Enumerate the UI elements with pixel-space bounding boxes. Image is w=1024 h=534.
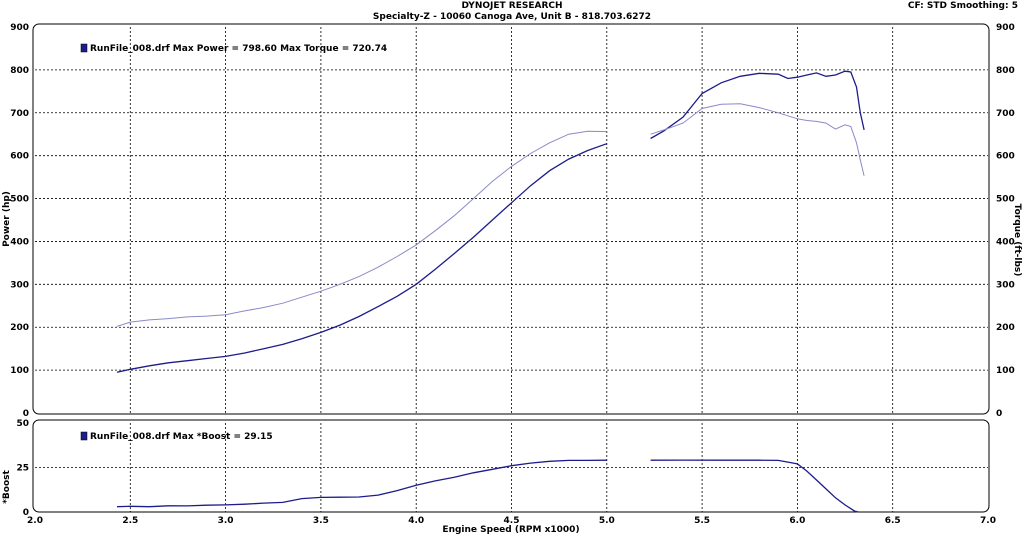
y-tick-label-left: 600 [10, 152, 29, 162]
series-boost-line [116, 459, 607, 508]
y-tick-label-right: 0 [996, 409, 1002, 419]
y-tick-label-right: 100 [996, 366, 1015, 376]
chart-subtitle: Specialty-Z - 10060 Canoga Ave, Unit B -… [372, 12, 652, 22]
series-power-line [650, 70, 865, 140]
main-tick-labels: 0 0 100 100 200 200 300 300 400 400 500 500 600 600 70… [10, 23, 1015, 419]
y-tick-label-right: 400 [996, 237, 1015, 247]
y-tick-label-left: 900 [10, 23, 29, 33]
y-tick-label-right: 700 [996, 109, 1015, 119]
x-tick-label: 7.0 [980, 516, 996, 526]
y-tick-label-right: 800 [996, 66, 1015, 76]
y-tick-label-left: 0 [23, 409, 29, 419]
y-tick-label-left: 400 [10, 237, 29, 247]
main-legend-text: RunFile_008.drf Max Power = 798.60 Max T… [90, 44, 387, 54]
series-boost-line [650, 459, 859, 513]
main-grid [35, 27, 988, 413]
y-tick-label-right: 500 [996, 195, 1015, 205]
y-tick-label-left: 200 [10, 323, 29, 333]
legend-marker-icon [80, 431, 88, 441]
boost-tick-label: 50 [16, 419, 29, 429]
y-tick-label-left: 100 [10, 366, 29, 376]
x-tick-label: 4.5 [504, 516, 520, 526]
series-power-line [116, 143, 608, 373]
y-tick-label-right: 200 [996, 323, 1015, 333]
y-tick-label-right: 300 [996, 280, 1015, 290]
main-panel-frame [32, 23, 990, 415]
x-tick-label: 5.5 [694, 516, 710, 526]
boost-axis-label: *Boost [2, 470, 12, 504]
x-tick-label: 2.0 [27, 516, 43, 526]
boost-panel-frame [32, 419, 990, 513]
x-tick-labels: 2.0 2.5 3.0 3.5 4.0 4.5 5.0 5.5 6.0 6.5 7.0 [27, 516, 996, 526]
y-axis-label-left: Power (hp) [2, 191, 12, 247]
x-tick-label: 5.0 [599, 516, 615, 526]
chart-title: DYNOJET RESEARCH [461, 1, 563, 11]
x-tick-label: 3.5 [313, 516, 329, 526]
main-legend: RunFile_008.drf Max Power = 798.60 Max T… [80, 43, 387, 54]
y-tick-label-right: 900 [996, 23, 1015, 33]
boost-tick-label: 25 [16, 464, 29, 474]
boost-legend: RunFile_008.drf Max *Boost = 29.15 [80, 431, 273, 442]
x-tick-label: 6.5 [885, 516, 901, 526]
chart-header: DYNOJET RESEARCH Specialty-Z - 10060 Can… [0, 0, 1024, 24]
y-axis-label-right: Torque (ft-lbs) [1012, 204, 1022, 277]
x-tick-label: 6.0 [789, 516, 805, 526]
y-tick-label-left: 700 [10, 109, 29, 119]
series-torque-line [650, 103, 865, 176]
settings-readout: CF: STD Smoothing: 5 [907, 1, 1018, 11]
boost-tick-label: 0 [23, 508, 29, 518]
x-axis-label: Engine Speed (RPM x1000) [442, 525, 579, 534]
legend-marker-icon [80, 43, 88, 53]
main-series [116, 70, 865, 373]
y-tick-label-left: 300 [10, 280, 29, 290]
x-tick-label: 4.0 [408, 516, 424, 526]
boost-grid [35, 423, 988, 512]
x-tick-label: 2.5 [122, 516, 138, 526]
boost-legend-text: RunFile_008.drf Max *Boost = 29.15 [90, 432, 273, 442]
boost-tick-labels: 0 25 50 [16, 419, 29, 518]
boost-series [116, 459, 859, 513]
y-tick-label-right: 600 [996, 152, 1015, 162]
y-tick-label-left: 500 [10, 195, 29, 205]
x-tick-label: 3.0 [218, 516, 234, 526]
series-torque-line [116, 130, 607, 327]
y-tick-label-left: 800 [10, 66, 29, 76]
